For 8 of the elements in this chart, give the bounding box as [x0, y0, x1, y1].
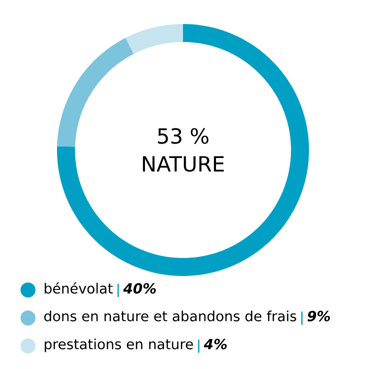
data-label: 9%: [308, 310, 330, 322]
text: 53 %: [158, 128, 208, 144]
legend-label: dons en nature et abandons de frais: [44, 310, 296, 322]
legend-label: bénévolat: [44, 282, 113, 294]
legend-label: prestations en nature: [44, 338, 193, 352]
text: NATURE: [142, 156, 224, 172]
data-label: 40%: [123, 283, 156, 294]
data-label: 4%: [204, 338, 227, 350]
